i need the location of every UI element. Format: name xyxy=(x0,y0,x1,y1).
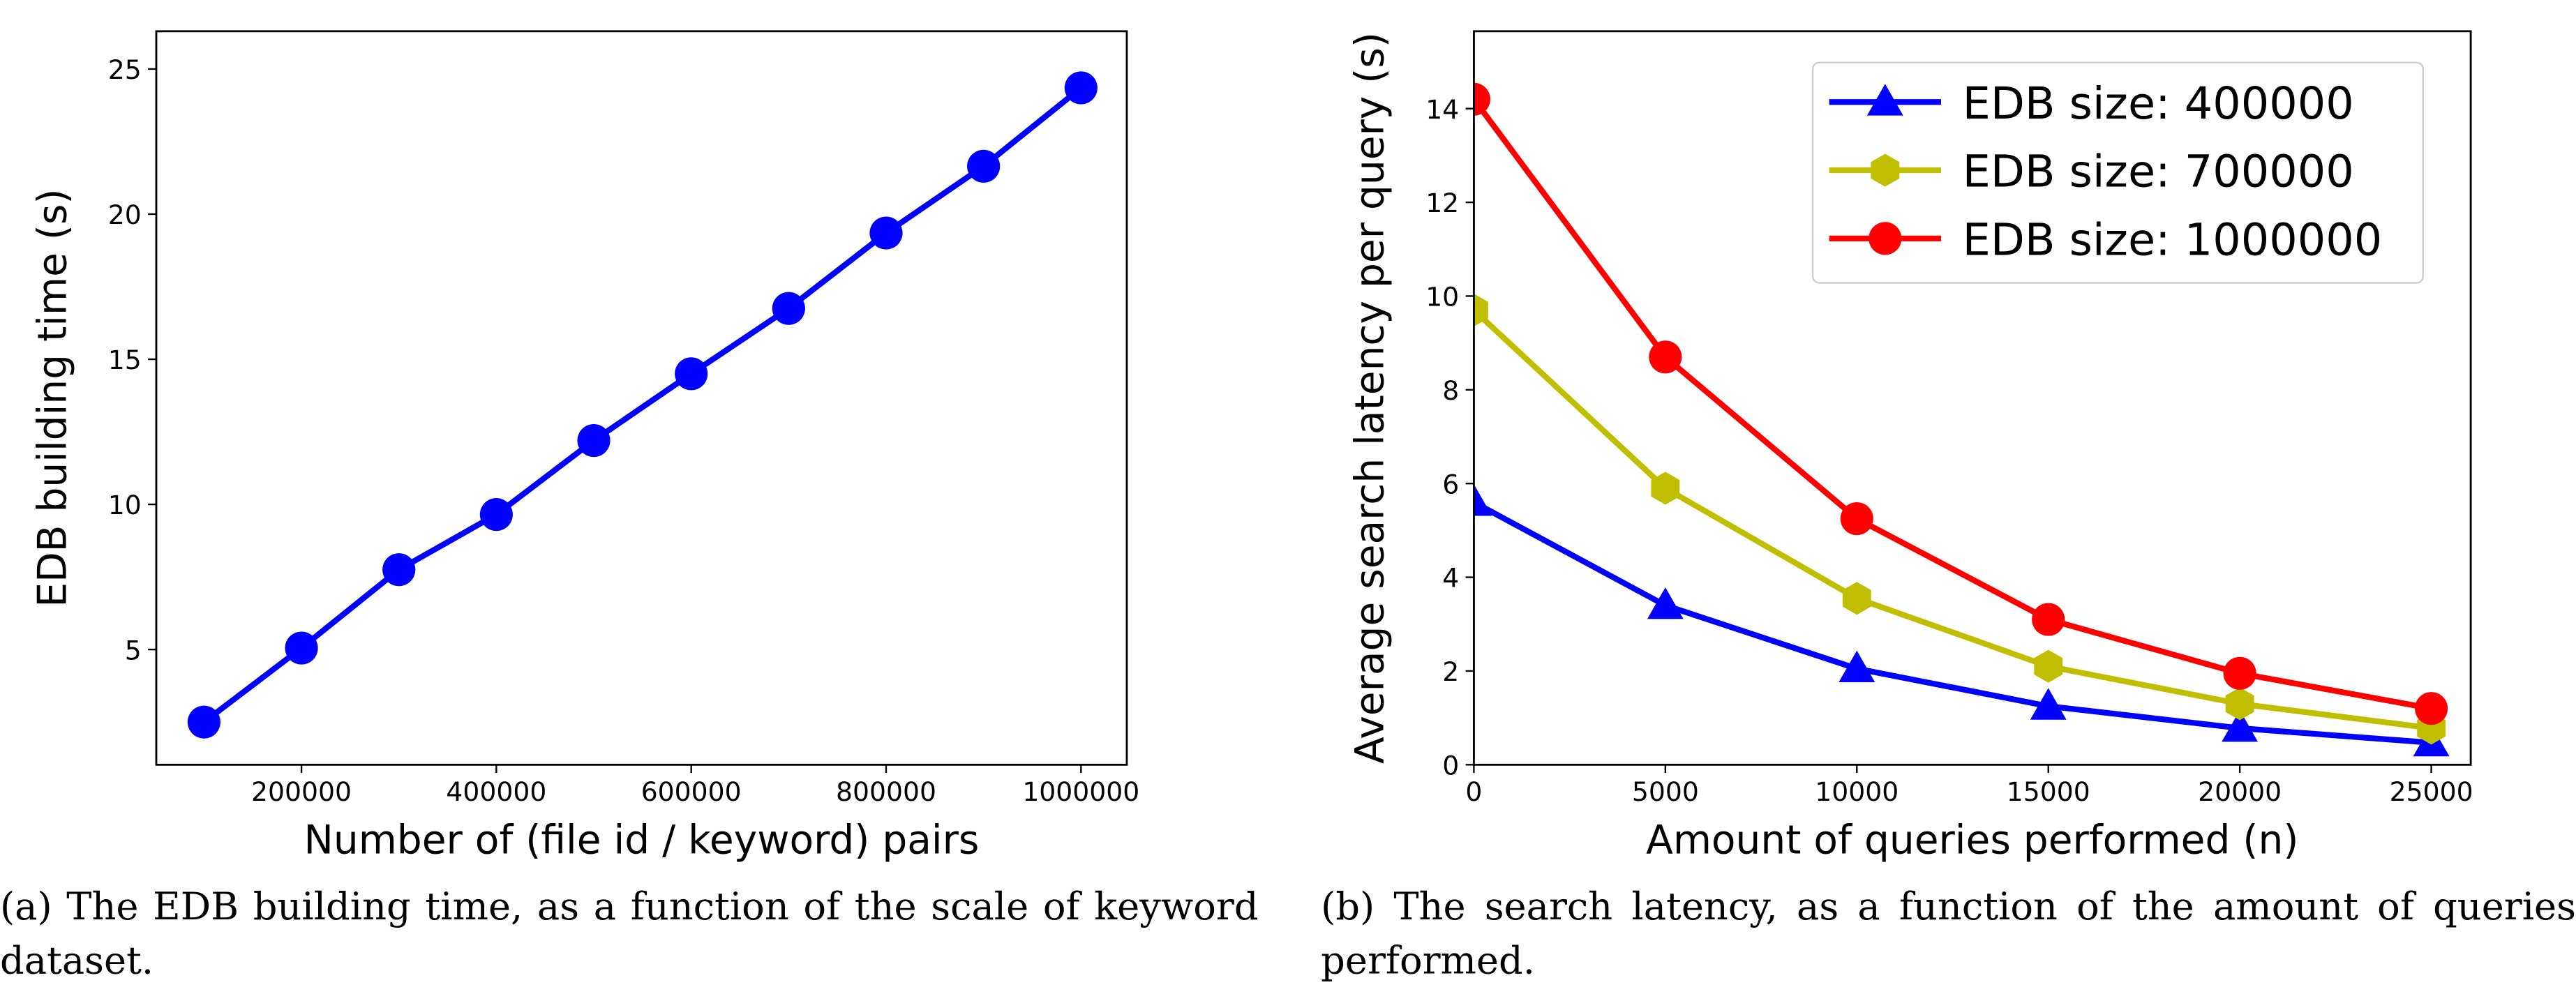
y-axis-label: Average search latency per query (s) xyxy=(1347,32,1393,764)
x-tick-label: 200000 xyxy=(251,776,352,807)
y-tick-label: 6 xyxy=(1442,469,1459,499)
legend-label: EDB size: 1000000 xyxy=(1963,214,2383,266)
x-tick-label: 1000000 xyxy=(1022,776,1139,807)
x-tick-label: 15000 xyxy=(2007,776,2090,807)
marker xyxy=(1474,82,1490,116)
series-line xyxy=(1474,308,2432,732)
x-tick-label: 5000 xyxy=(1632,776,1699,807)
y-tick-label: 2 xyxy=(1442,656,1459,687)
marker xyxy=(1649,340,1682,374)
marker xyxy=(1842,582,1871,615)
y-tick-label: 8 xyxy=(1442,375,1459,406)
legend-label: EDB size: 400000 xyxy=(1963,78,2354,130)
marker xyxy=(2223,656,2256,690)
series-line xyxy=(202,85,1083,725)
caption: (a) The EDB building time, as a function… xyxy=(0,886,1259,984)
x-tick-label: 0 xyxy=(1465,776,1482,807)
y-tick-label: 14 xyxy=(1425,94,1459,125)
marker xyxy=(967,149,1001,183)
marker xyxy=(2225,687,2254,721)
legend-marker xyxy=(1866,84,1903,116)
caption: (b) The search latency, as a function of… xyxy=(1321,886,2576,984)
y-tick-label: 10 xyxy=(108,490,142,520)
y-tick-label: 10 xyxy=(1425,282,1459,312)
marker xyxy=(2034,649,2063,683)
marker xyxy=(2415,692,2448,725)
marker xyxy=(1651,472,1680,505)
marker xyxy=(187,705,220,739)
legend-label: EDB size: 700000 xyxy=(1963,146,2354,198)
x-axis-label: Amount of queries performed (n) xyxy=(1646,818,2298,864)
marker xyxy=(285,631,318,665)
plot-frame xyxy=(1472,30,2472,766)
y-tick-label: 20 xyxy=(108,199,142,230)
marker xyxy=(577,423,611,458)
x-tick-label: 400000 xyxy=(446,776,546,807)
marker xyxy=(479,498,513,532)
marker xyxy=(382,553,416,587)
caption-box: (a) The EDB building time, as a function… xyxy=(0,886,1259,984)
marker xyxy=(1474,294,1488,327)
marker xyxy=(1064,71,1098,105)
marker xyxy=(772,292,805,325)
y-axis-label: EDB building time (s) xyxy=(29,188,75,607)
series-line xyxy=(1474,499,2432,746)
marker xyxy=(2032,603,2065,636)
x-axis-label: Number of (file id / keyword) pairs xyxy=(304,818,980,864)
marker xyxy=(2030,688,2067,720)
x-tick-label: 800000 xyxy=(836,776,936,807)
y-tick-label: 4 xyxy=(1442,563,1459,594)
marker xyxy=(1474,484,1492,516)
x-tick-label: 600000 xyxy=(641,776,742,807)
plot xyxy=(1474,82,2450,757)
x-tick-label: 20000 xyxy=(2198,776,2282,807)
y-tick-label: 5 xyxy=(125,635,142,665)
legend-marker xyxy=(1869,222,1902,255)
x-tick-label: 10000 xyxy=(1815,776,1899,807)
y-tick-label: 15 xyxy=(108,345,142,375)
y-tick-label: 0 xyxy=(1442,750,1459,781)
x-tick-label: 25000 xyxy=(2390,776,2473,807)
marker xyxy=(1647,587,1684,619)
marker xyxy=(2222,709,2259,742)
marker xyxy=(869,216,903,250)
caption-box: (b) The search latency, as a function of… xyxy=(1321,886,2576,984)
marker xyxy=(675,357,708,391)
legend-marker xyxy=(1871,153,1900,187)
marker xyxy=(1840,502,1873,536)
y-tick-label: 12 xyxy=(1425,188,1459,218)
plot xyxy=(187,71,1098,739)
legend-box xyxy=(1811,61,2424,284)
plot-frame xyxy=(155,30,1128,766)
y-tick-label: 25 xyxy=(108,54,142,85)
series-line xyxy=(1474,97,2432,711)
marker xyxy=(1839,650,1875,683)
